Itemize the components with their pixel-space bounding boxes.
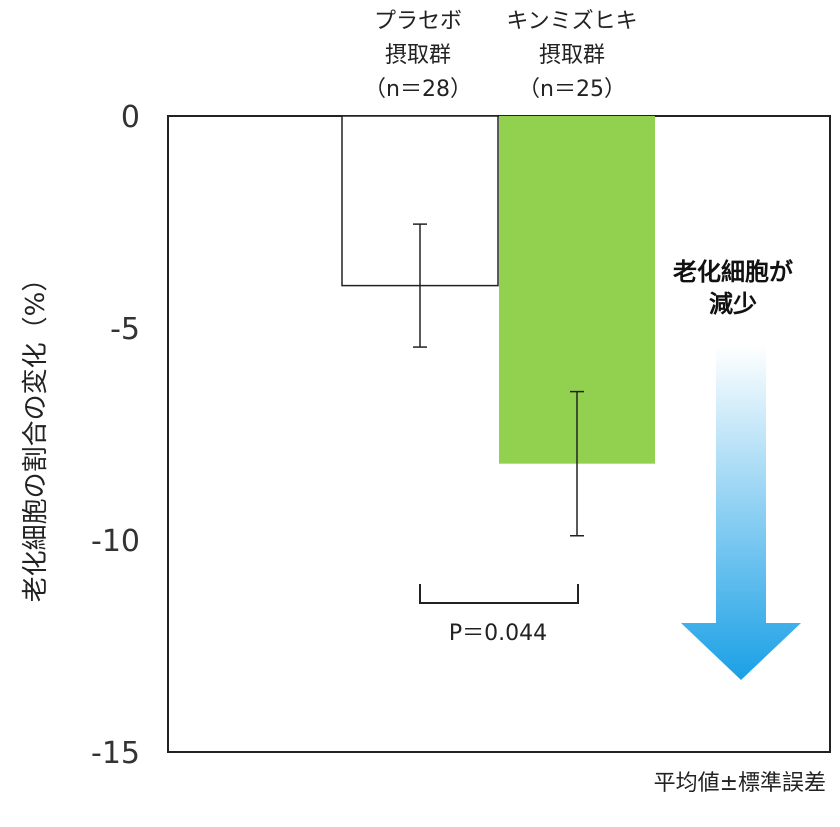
- category-label: キンミズヒキ: [506, 9, 637, 34]
- category-label: プラセボ: [374, 9, 462, 34]
- callout-line: 老化細胞が: [673, 258, 793, 286]
- error-bar: [413, 223, 427, 348]
- y-tick-label: -15: [91, 736, 140, 771]
- category-label: 摂取群: [539, 43, 605, 68]
- p-value-annotation: P＝0.044: [449, 621, 547, 646]
- category-label: （n＝25）: [518, 77, 626, 102]
- y-tick-label: -5: [110, 312, 140, 347]
- significance-bracket: [419, 584, 579, 604]
- category-label: 摂取群: [385, 43, 451, 68]
- callout-line: 減少: [709, 290, 757, 318]
- footnote: 平均値±標準誤差: [654, 771, 826, 796]
- category-label: （n＝28）: [364, 77, 472, 102]
- y-tick-label: -10: [91, 524, 140, 559]
- y-axis-label: 老化細胞の割合の変化（%）: [21, 266, 51, 603]
- y-axis-ticks: 0 -5 -10 -15: [91, 100, 140, 771]
- decrease-arrow-icon: [681, 345, 801, 680]
- error-bar: [570, 390, 584, 537]
- y-tick-label: 0: [121, 100, 140, 135]
- bars: [341, 115, 655, 537]
